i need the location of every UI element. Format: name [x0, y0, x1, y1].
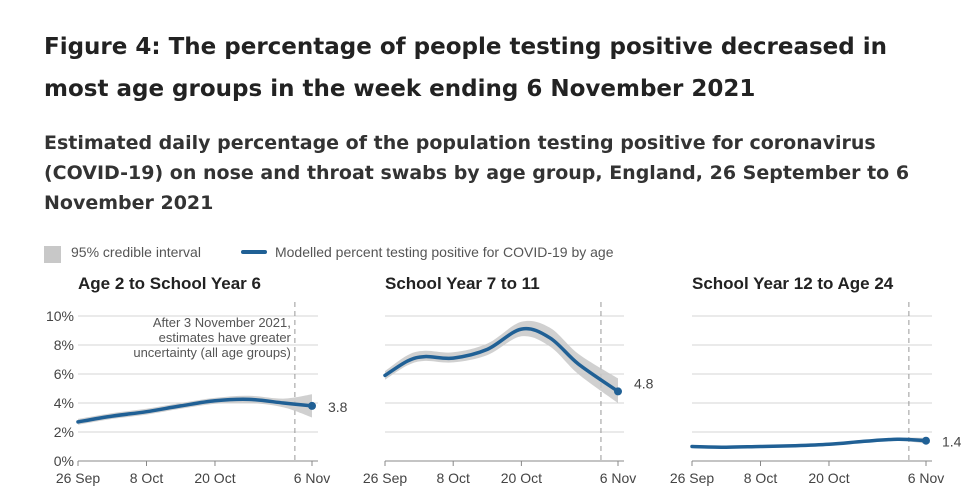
legend-interval-label: 95% credible interval — [71, 244, 201, 260]
modelled-line — [690, 437, 928, 449]
end-value-label: 1.4 — [942, 434, 962, 450]
end-value-label: 4.8 — [634, 375, 654, 391]
end-point — [922, 436, 930, 445]
end-value-label: 3.8 — [328, 399, 348, 415]
y-tick-label: 4% — [54, 395, 74, 411]
legend: 95% credible interval Modelled percent t… — [44, 241, 613, 263]
legend-line-label: Modelled percent testing positive for CO… — [274, 244, 614, 260]
y-tick-label: 0% — [54, 453, 74, 469]
modelled-line — [383, 326, 620, 394]
end-point — [308, 401, 316, 410]
credible-interval-band — [78, 394, 312, 425]
uncertainty-annotation: uncertainty (all age groups) — [133, 345, 291, 360]
x-tick-label: 8 Oct — [744, 470, 778, 486]
modelled-line — [76, 397, 314, 424]
x-tick-label: 26 Sep — [56, 470, 101, 486]
x-tick-label: 20 Oct — [501, 470, 542, 486]
end-point — [614, 387, 622, 396]
y-tick-label: 6% — [54, 366, 74, 382]
x-tick-label: 6 Nov — [294, 470, 331, 486]
credible-interval-band — [385, 320, 618, 403]
panel-3: 26 Sep 8 Oct 20 Oct 6 Nov School Year 12 to … — [670, 274, 962, 486]
panel-title: School Year 12 to Age 24 — [692, 274, 894, 293]
y-tick-label: 2% — [54, 424, 74, 440]
x-tick-label: 20 Oct — [194, 470, 235, 486]
uncertainty-annotation: After 3 November 2021, — [153, 315, 291, 330]
panel-title: School Year 7 to 11 — [385, 274, 540, 293]
x-tick-label: 20 Oct — [808, 470, 849, 486]
modelled-line-swatch — [240, 250, 267, 254]
panel-title: Age 2 to School Year 6 — [78, 274, 261, 293]
y-tick-label: 8% — [54, 337, 74, 353]
figure-subtitle: Estimated daily percentage of the popula… — [44, 132, 910, 214]
x-tick-label: 6 Nov — [908, 470, 945, 486]
panel-1: 0% 2% 4% 6% 8% 10% 26 Sep 8 Oct 20 Oct 6 Nov Age 2… — [46, 274, 348, 486]
x-tick-label: 8 Oct — [436, 470, 470, 486]
y-tick-label: 10% — [46, 308, 74, 324]
credible-interval-swatch — [44, 245, 61, 263]
x-tick-label: 6 Nov — [600, 470, 637, 486]
panel-2: 26 Sep 8 Oct 20 Oct 6 Nov School Year 7 to 1… — [363, 274, 654, 486]
figure-title: Figure 4: The percentage of people testi… — [44, 34, 887, 102]
x-tick-label: 26 Sep — [670, 470, 715, 486]
uncertainty-annotation: estimates have greater — [159, 330, 292, 345]
x-tick-label: 26 Sep — [363, 470, 408, 486]
x-tick-label: 8 Oct — [130, 470, 164, 486]
